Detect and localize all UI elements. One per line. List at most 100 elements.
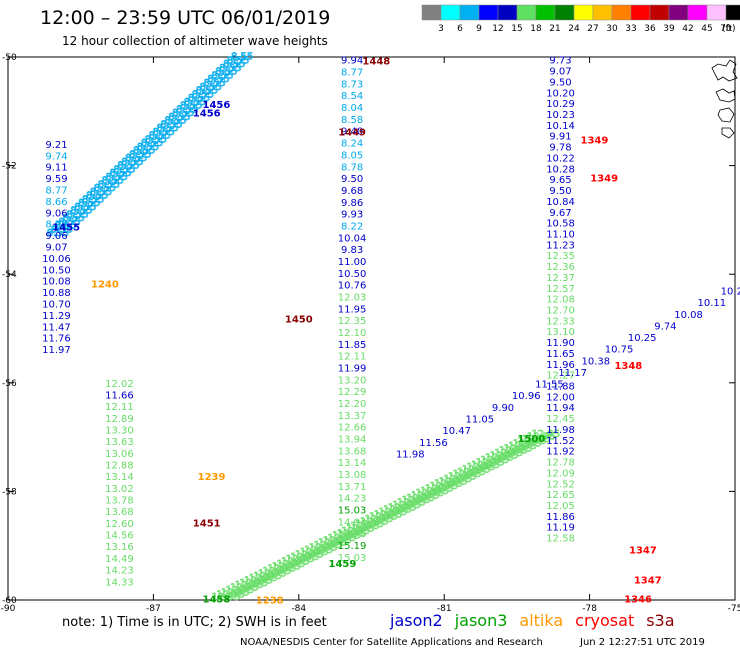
footer-timestamp: Jun 2 12:27:51 UTC 2019	[579, 637, 705, 648]
wave-height-label: 8.55	[121, 157, 143, 168]
scale-swatch	[535, 4, 556, 21]
wave-height-label: 14.94	[338, 517, 367, 528]
wave-height-label: 9.83	[341, 245, 363, 256]
wave-height-label: 9.90	[492, 403, 514, 414]
wave-height-label: 12.27	[546, 371, 575, 382]
wave-height-label: 13.94	[338, 435, 367, 446]
axis-ticks: -50 -52 -54 -56 -58 -60-90 -87 -84 -81 -78 -75	[1, 53, 740, 614]
wave-height-label: 12.95	[425, 483, 454, 494]
wave-height-label: 8.55	[59, 217, 81, 228]
wave-height-label: 11.96	[546, 360, 575, 371]
scale-swatch	[440, 4, 461, 21]
wave-height-label: 12.88	[105, 461, 134, 472]
wave-height-label: 8.22	[341, 221, 363, 232]
wave-height-label: 8.55	[192, 89, 214, 100]
wave-height-label: 12.95	[416, 488, 445, 499]
wave-height-label: 12.57	[546, 284, 575, 295]
wave-height-label: 9.07	[549, 67, 571, 78]
pass-time-label: 1349	[581, 135, 609, 146]
wave-height-label: 8.55	[74, 202, 96, 213]
wave-height-label: 9.86	[341, 198, 363, 209]
wave-height-label: 12.95	[457, 467, 486, 478]
pass-time-label: 1240	[91, 279, 119, 290]
wave-height-label: 12.95	[355, 519, 384, 530]
wave-height-label: 12.95	[494, 448, 523, 459]
wave-height-label: 8.55	[184, 97, 206, 108]
island-outline	[721, 127, 735, 139]
wave-height-label: 12.33	[546, 316, 575, 327]
wave-height-label: 12.95	[476, 457, 505, 468]
wave-height-label: 13.08	[338, 470, 367, 481]
wave-height-label: 8.55	[62, 213, 84, 224]
wave-height-label: 12.95	[360, 516, 389, 527]
wave-height-label: 8.55	[172, 108, 194, 119]
wave-height-label: 11.90	[546, 338, 575, 349]
wave-height-label: 12.95	[327, 533, 356, 544]
pass-time-label: 1500	[518, 434, 546, 445]
pass-time-label: 1456	[202, 100, 230, 111]
y-tick-label: -58	[2, 487, 17, 497]
wave-height-label: 8.73	[341, 79, 363, 90]
wave-height-label: 8.55	[82, 194, 104, 205]
wave-height-label: 13.68	[105, 507, 134, 518]
wave-height-label: 11.47	[42, 322, 71, 333]
wave-height-label: 11.98	[396, 449, 425, 460]
wave-height-label: 8.55	[137, 142, 159, 153]
wave-height-label: 12.95	[286, 554, 315, 565]
pass-time-label: 1448	[362, 57, 390, 68]
wave-height-label: 15.19	[338, 541, 367, 552]
wave-height-label: 12.95	[337, 528, 366, 539]
data-marks: 8.558.558.558.558.558.558.558.558.558.55…	[42, 51, 740, 606]
wave-height-label: 12.95	[531, 429, 560, 440]
wave-height-label: 9.65	[549, 175, 571, 186]
wave-height-label: 8.55	[176, 104, 198, 115]
wave-height-label: 11.23	[546, 240, 575, 251]
wave-height-label: 12.78	[546, 458, 575, 469]
scale-swatch	[573, 4, 594, 21]
wave-height-label: 8.24	[341, 139, 363, 150]
wave-height-label: 9.40	[341, 127, 363, 138]
wave-height-label: 12.95	[281, 557, 310, 568]
wave-height-label: 8.55	[117, 161, 139, 172]
wave-height-label: 12.95	[323, 535, 352, 546]
scale-unit: (ft)	[722, 24, 736, 34]
wave-height-label: 12.95	[499, 446, 528, 457]
scale-label: 24	[568, 24, 580, 34]
wave-height-label: 12.95	[258, 568, 287, 579]
wave-height-label: 13.16	[105, 542, 134, 553]
wave-height-label: 13.10	[546, 327, 575, 338]
x-tick-label: -87	[146, 604, 161, 614]
legend-cryosat: cryosat	[575, 611, 634, 630]
wave-height-label: 12.58	[546, 534, 575, 545]
scale-swatch	[649, 4, 670, 21]
wave-height-label: 10.04	[338, 233, 367, 244]
wave-height-label: 12.95	[369, 512, 398, 523]
scale-swatch	[611, 4, 632, 21]
y-tick-label: -60	[2, 596, 17, 606]
wave-height-label: 8.55	[102, 176, 124, 187]
wave-height-label: 8.55	[133, 146, 155, 157]
wave-height-label: 10.25	[628, 333, 657, 344]
pass-time-label: 1449	[338, 127, 366, 138]
wave-height-label: 12.95	[216, 590, 245, 601]
wave-height-label: 8.55	[66, 209, 88, 220]
wave-height-label: 10.28	[546, 164, 575, 175]
wave-height-label: 12.02	[105, 379, 134, 390]
wave-height-label: 12.95	[453, 469, 482, 480]
wave-height-label: 12.35	[338, 316, 367, 327]
legend-altika: altika	[519, 611, 563, 630]
legend: jason2 jason3 altika cryosat s3a	[389, 611, 675, 630]
scale-label: 45	[701, 24, 712, 34]
wave-height-label: 12.95	[300, 547, 329, 558]
scale-label: 9	[476, 24, 482, 34]
wave-height-label: 12.95	[309, 542, 338, 553]
wave-height-label: 12.95	[341, 526, 370, 537]
wave-height-label: 12.95	[267, 564, 296, 575]
pass-time-label: 1239	[198, 472, 226, 483]
scale-swatch	[421, 4, 442, 21]
wave-height-label: 12.95	[490, 450, 519, 461]
wave-height-label: 8.55	[149, 131, 171, 142]
chart-title: 12:00 – 23:59 UTC 06/01/2019	[40, 7, 330, 29]
wave-height-label: 10.50	[338, 269, 367, 280]
wave-height-label: 9.74	[45, 151, 67, 162]
